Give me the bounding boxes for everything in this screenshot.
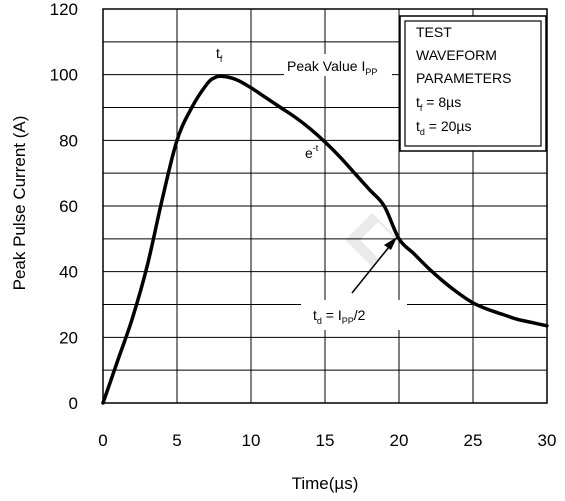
y-axis-title: Peak Pulse Current (A): [10, 116, 29, 291]
plot-frame: [102, 8, 548, 404]
y-tick-label: 100: [50, 66, 78, 85]
td-label-bg: [301, 300, 407, 330]
td-arrow-head: [384, 237, 397, 250]
x-tick-label: 10: [242, 431, 261, 450]
x-axis-title: Time(µs): [292, 474, 359, 493]
td-label: td = IPP/2: [313, 307, 366, 326]
params-line-tf: tf = 8µs: [416, 94, 461, 113]
x-ticks: 0 5 10 15 20 25 30: [98, 431, 556, 450]
y-tick-label: 40: [59, 263, 78, 282]
grid: [103, 9, 547, 403]
y-tick-label: 60: [59, 197, 78, 216]
parameters-box: TEST WAVEFORM PARAMETERS tf = 8µs td = 2…: [399, 15, 547, 152]
y-tick-label: 80: [59, 131, 78, 150]
exp-decay-label: e-t: [305, 143, 319, 161]
y-tick-label: 20: [59, 328, 78, 347]
x-tick-label: 30: [538, 431, 557, 450]
series-curve: [101, 74, 549, 405]
peak-label-bg: [284, 54, 392, 76]
params-line-test: TEST: [416, 24, 452, 40]
x-tick-label: 15: [316, 431, 335, 450]
y-tick-label: 120: [50, 0, 78, 19]
peak-value-label: Peak Value IPP: [287, 58, 377, 77]
x-tick-label: 20: [390, 431, 409, 450]
y-ticks: 0 20 40 60 80 100 120: [50, 0, 78, 413]
params-line-waveform: WAVEFORM: [416, 47, 497, 63]
x-tick-label: 5: [172, 431, 181, 450]
x-tick-label: 25: [464, 431, 483, 450]
params-line-td: td = 20µs: [416, 118, 472, 137]
params-line-parameters: PARAMETERS: [416, 70, 511, 86]
td-arrow-line: [351, 241, 394, 294]
x-tick-label: 0: [98, 431, 107, 450]
tf-label: tf: [216, 45, 223, 64]
y-tick-label: 0: [69, 394, 78, 413]
